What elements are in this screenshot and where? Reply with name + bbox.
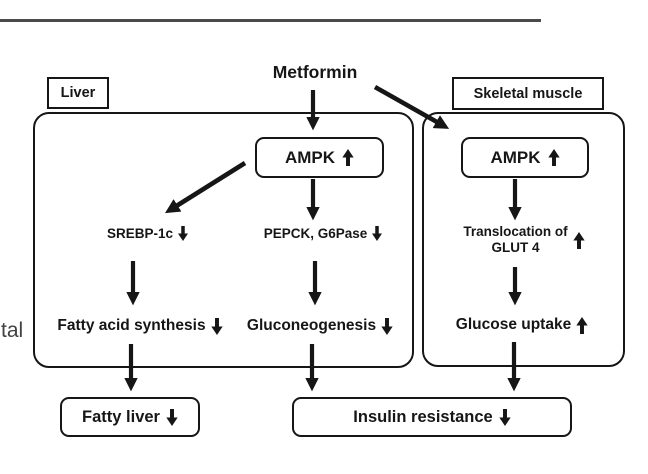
- down-arrow-icon: [381, 317, 393, 335]
- down-arrow-icon: [210, 317, 223, 335]
- glut4-translocation-label: Translocation of GLUT 4: [463, 224, 567, 256]
- fatty-liver-label: Fatty liver: [82, 407, 160, 426]
- clipped-margin-text: tal: [1, 319, 24, 342]
- liver-region-label: Liver: [47, 77, 109, 109]
- gluconeogenesis-label: Gluconeogenesis: [246, 317, 377, 334]
- up-arrow-icon: [547, 149, 560, 166]
- up-arrow-icon: [572, 231, 585, 249]
- metformin-label: Metformin: [272, 62, 358, 82]
- glucose-uptake-node: Glucose uptake: [437, 316, 607, 334]
- insulin-resistance-outcome-node: Insulin resistance: [292, 397, 572, 437]
- down-arrow-icon: [499, 408, 511, 426]
- liver-ampk-label: AMPK: [284, 147, 336, 167]
- top-rule: [0, 19, 541, 22]
- skeletal-muscle-region-label: Skeletal muscle: [452, 77, 604, 110]
- skeletal-ampk-label: AMPK: [490, 147, 541, 167]
- gluconeogenesis-node: Gluconeogenesis: [230, 317, 410, 335]
- glut4-translocation-line1: Translocation of: [463, 224, 568, 239]
- fatty-acid-synthesis-node: Fatty acid synthesis: [37, 317, 243, 335]
- glucose-uptake-label: Glucose uptake: [455, 316, 572, 333]
- insulin-resistance-label: Insulin resistance: [353, 407, 493, 426]
- liver-region-label-text: Liver: [60, 85, 96, 101]
- down-arrow-icon: [372, 226, 383, 241]
- fatty-liver-outcome-node: Fatty liver: [60, 397, 200, 437]
- glut4-translocation-node: Translocation of GLUT 4: [444, 224, 604, 256]
- liver-region-box: [33, 112, 414, 368]
- skeletal-ampk-node: AMPK: [461, 137, 589, 178]
- skeletal-muscle-region-box: [422, 112, 625, 367]
- up-arrow-icon: [342, 149, 354, 166]
- fatty-acid-synthesis-label: Fatty acid synthesis: [57, 317, 206, 334]
- liver-ampk-node: AMPK: [255, 137, 384, 178]
- down-arrow-icon: [178, 226, 189, 241]
- down-arrow-icon: [166, 408, 178, 426]
- pepck-g6pase-label: PEPCK, G6Pase: [263, 226, 368, 241]
- up-arrow-icon: [576, 316, 588, 334]
- srebp1c-label: SREBP-1c: [106, 226, 174, 241]
- srebp1c-node: SREBP-1c: [75, 226, 220, 241]
- metformin-node: Metformin: [240, 62, 390, 83]
- glut4-translocation-line2: GLUT 4: [491, 240, 540, 255]
- pepck-g6pase-node: PEPCK, G6Pase: [238, 226, 408, 241]
- skeletal-muscle-region-label-text: Skeletal muscle: [473, 85, 583, 102]
